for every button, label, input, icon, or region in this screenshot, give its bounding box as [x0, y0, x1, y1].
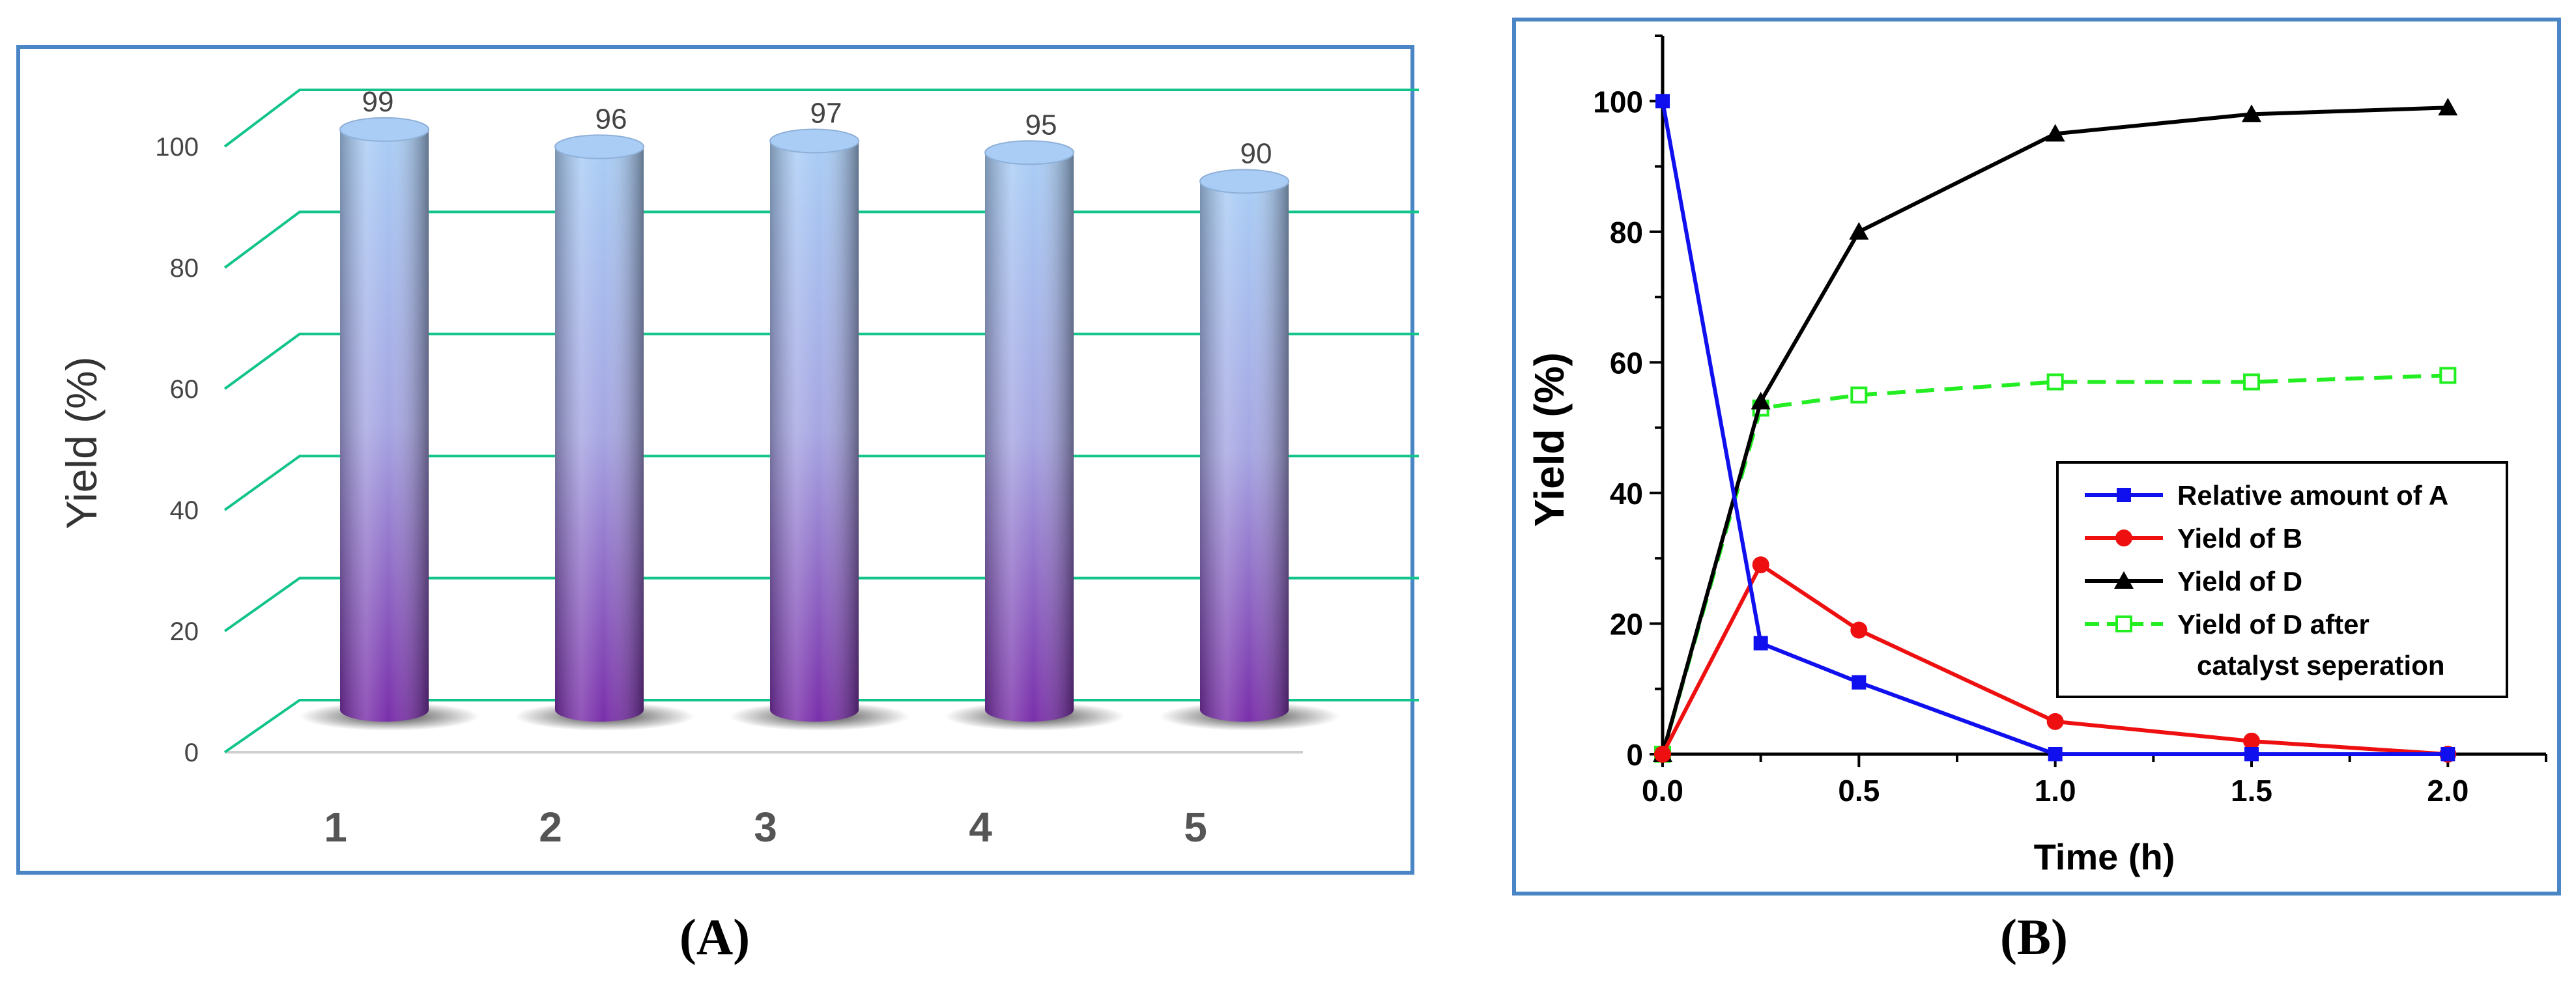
y-tick-label-40: 40	[170, 496, 199, 525]
y-tick-label-0: 0	[184, 739, 199, 767]
x-tick-label-0.5: 0.5	[1838, 774, 1880, 808]
series-line	[1661, 106, 2448, 755]
legend-label: Relative amount of A	[2177, 480, 2448, 511]
cylinder-bar-1: 99	[300, 86, 479, 731]
cylinder-bar-4: 95	[945, 109, 1124, 731]
panel-a-y-axis-label: Yield (%)	[57, 356, 106, 529]
panel-b-chart: 0 20 40 60 80 100 0.0 0.5 1.0 1.5 2.0 Yield (%) Ti…	[1512, 18, 2561, 896]
x-tick-label-2: 2	[539, 804, 562, 851]
gridline-100	[223, 89, 1419, 148]
data-label-2: 96	[595, 103, 627, 135]
legend-entry-0: Relative amount of A	[2085, 480, 2448, 511]
data-point	[2243, 732, 2260, 750]
panel-b-x-axis-label: Time (h)	[2034, 836, 2175, 877]
data-point	[2244, 747, 2259, 761]
y-tick-label-0: 0	[1626, 738, 1643, 772]
data-point	[1850, 621, 1868, 639]
data-point	[1655, 94, 1670, 109]
data-point	[1654, 746, 1671, 763]
legend-marker	[2117, 488, 2131, 502]
data-point	[2048, 747, 2063, 761]
legend-marker	[2115, 529, 2132, 546]
data-point	[2439, 367, 2457, 384]
panel-b-y-axis-label: Yield (%)	[1526, 352, 1573, 527]
y-tick-label-100: 100	[1593, 85, 1643, 119]
data-label-5: 90	[1240, 138, 1272, 170]
y-tick-label-80: 80	[1610, 216, 1643, 249]
data-point	[2046, 373, 2064, 391]
bar-shading	[340, 129, 429, 722]
data-point	[1850, 386, 1868, 404]
bar-shading	[985, 152, 1074, 722]
legend-label-line2: catalyst seperation	[2197, 650, 2445, 681]
bar-top-cap	[339, 117, 429, 142]
legend-marker	[2114, 571, 2134, 589]
data-point	[1751, 391, 1771, 410]
data-point	[2438, 98, 2458, 116]
x-tick-label-1: 1	[324, 804, 347, 851]
y-tick-label-20: 20	[170, 617, 199, 646]
bar-shading	[770, 141, 859, 722]
data-point	[2046, 713, 2064, 730]
legend-label: Yield of B	[2177, 523, 2302, 554]
legend-label: Yield of D	[2177, 566, 2302, 597]
panel-b-legend: Relative amount of A Yield of B Yield of D…	[2056, 461, 2508, 698]
x-tick-label-1.5: 1.5	[2231, 774, 2272, 808]
data-label-4: 95	[1025, 109, 1057, 141]
legend-label: Yield of D after	[2177, 609, 2369, 640]
series-1	[1654, 556, 2457, 763]
data-point	[2242, 104, 2261, 122]
legend-marker	[2115, 615, 2132, 632]
y-tick-label-80: 80	[170, 254, 199, 283]
bar-top-cap	[1199, 169, 1289, 194]
x-tick-label-4: 4	[969, 804, 992, 851]
legend-entry-2: Yield of D	[2085, 566, 2302, 597]
y-tick-label-60: 60	[1610, 346, 1643, 380]
bar-shading	[555, 147, 644, 722]
x-tick-label-3: 3	[754, 804, 777, 851]
bar-shading	[1200, 181, 1289, 722]
data-label-3: 97	[810, 98, 842, 130]
series-line	[1661, 563, 2448, 756]
data-point	[2243, 373, 2260, 391]
series-0	[1655, 94, 2455, 761]
legend-entry-1: Yield of B	[2085, 523, 2302, 554]
panel-a-chart: 0 20 40 60 80 100 Yield (%) 99 96 97 95 90 1 2 3 4 5	[16, 45, 1419, 875]
panel-a-frame	[16, 45, 1414, 875]
x-tick-label-1.0: 1.0	[2035, 774, 2076, 808]
data-point	[1852, 675, 1867, 690]
bar-top-cap	[769, 128, 859, 154]
y-tick-label-60: 60	[170, 375, 199, 404]
panel-b-caption: (B)	[2000, 909, 2068, 965]
cylinder-bar-5: 90	[1160, 138, 1339, 731]
x-tick-label-5: 5	[1184, 804, 1207, 851]
y-tick-label-20: 20	[1610, 607, 1643, 641]
cylinder-bar-3: 97	[730, 98, 909, 731]
data-point	[2440, 747, 2455, 761]
data-point	[1849, 221, 1869, 240]
bar-top-cap	[984, 140, 1074, 165]
series-line	[1661, 100, 2448, 756]
data-point	[2045, 124, 2065, 142]
panel-a-caption: (A)	[680, 909, 750, 965]
legend-entry-3: Yield of D after catalyst seperation	[2085, 609, 2445, 681]
data-label-1: 99	[362, 86, 394, 118]
bar-top-cap	[554, 134, 644, 160]
x-tick-label-0.0: 0.0	[1642, 774, 1683, 808]
data-point	[1753, 636, 1768, 651]
x-tick-label-2.0: 2.0	[2427, 774, 2469, 808]
cylinder-bar-2: 96	[515, 103, 694, 731]
panel-b-frame	[1512, 18, 2561, 896]
y-tick-label-100: 100	[155, 133, 199, 162]
y-tick-label-40: 40	[1610, 477, 1643, 511]
data-point	[1752, 556, 1769, 574]
